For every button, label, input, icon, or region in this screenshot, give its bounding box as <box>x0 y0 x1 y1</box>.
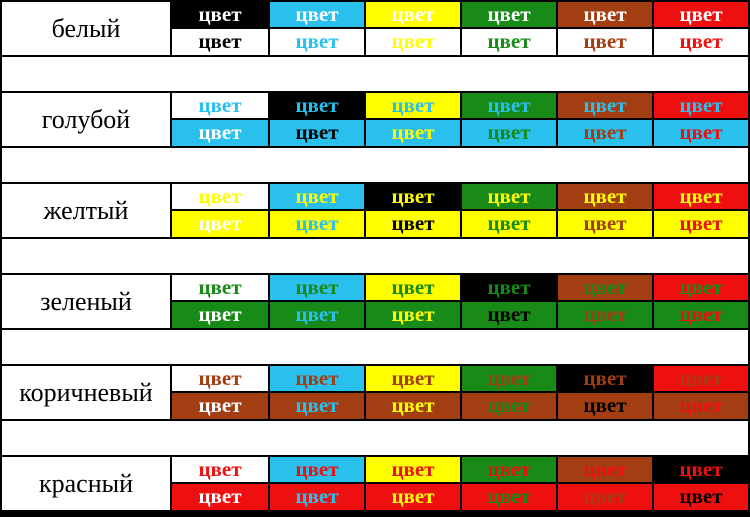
color-cell: цвет <box>364 457 460 484</box>
color-cell: цвет <box>364 119 460 146</box>
color-cell: цвет <box>364 392 460 419</box>
color-cell: цвет <box>364 28 460 55</box>
color-cell: цвет <box>652 184 748 211</box>
spacer-row <box>2 148 748 182</box>
color-cell: цвет <box>652 119 748 146</box>
color-cell: цвет <box>460 28 556 55</box>
color-cell: цвет <box>652 392 748 419</box>
color-cell: цвет <box>268 210 364 237</box>
color-cell: цвет <box>172 210 268 237</box>
color-cell: цвет <box>460 457 556 484</box>
color-group-brown: коричневый цвет цвет цвет цвет цвет цвет цвет цв… <box>2 364 748 421</box>
color-group-white: белый цвет цвет цвет цвет цвет цвет цвет цвет цве… <box>2 0 748 57</box>
color-cell: цвет <box>556 28 652 55</box>
color-cell: цвет <box>652 275 748 302</box>
color-cell: цвет <box>652 2 748 29</box>
color-cell: цвет <box>460 275 556 302</box>
color-cell: цвет <box>172 457 268 484</box>
color-cell: цвет <box>556 210 652 237</box>
color-cell: цвет <box>652 28 748 55</box>
color-cell: цвет <box>652 210 748 237</box>
color-cell: цвет <box>556 275 652 302</box>
color-cell: цвет <box>268 2 364 29</box>
group-label: красный <box>2 457 172 510</box>
group-label: голубой <box>2 93 172 146</box>
color-cell: цвет <box>556 184 652 211</box>
group-label: желтый <box>2 184 172 237</box>
color-cell: цвет <box>364 184 460 211</box>
color-cell: цвет <box>460 93 556 120</box>
color-cell: цвет <box>364 275 460 302</box>
color-cell: цвет <box>172 301 268 328</box>
color-cell: цвет <box>172 366 268 393</box>
color-cell: цвет <box>652 301 748 328</box>
color-cell: цвет <box>652 483 748 510</box>
color-cell: цвет <box>460 366 556 393</box>
color-cell: цвет <box>268 119 364 146</box>
color-cell: цвет <box>268 28 364 55</box>
color-cell: цвет <box>652 93 748 120</box>
spacer-row <box>2 239 748 273</box>
color-cell: цвет <box>556 366 652 393</box>
color-group-yellow: желтый цвет цвет цвет цвет цвет цвет цвет цвет цв… <box>2 182 748 239</box>
color-cell: цвет <box>460 392 556 419</box>
color-group-green: зеленый цвет цвет цвет цвет цвет цвет цвет цвет ц… <box>2 273 748 330</box>
color-cell: цвет <box>460 301 556 328</box>
color-cell: цвет <box>268 366 364 393</box>
color-group-cyan: голубой цвет цвет цвет цвет цвет цвет цвет цвет ц… <box>2 91 748 148</box>
color-cell: цвет <box>268 392 364 419</box>
group-label: зеленый <box>2 275 172 328</box>
color-cell: цвет <box>460 2 556 29</box>
color-group-red: красный цвет цвет цвет цвет цвет цвет цвет цвет ц… <box>2 455 748 512</box>
color-cell: цвет <box>364 93 460 120</box>
color-cell: цвет <box>556 119 652 146</box>
color-cell: цвет <box>652 457 748 484</box>
color-cell: цвет <box>172 28 268 55</box>
color-cell: цвет <box>364 210 460 237</box>
color-cell: цвет <box>364 301 460 328</box>
group-label: коричневый <box>2 366 172 419</box>
color-cell: цвет <box>460 119 556 146</box>
color-cell: цвет <box>172 184 268 211</box>
color-cell: цвет <box>268 483 364 510</box>
color-cell: цвет <box>172 483 268 510</box>
color-cell: цвет <box>364 2 460 29</box>
color-cell: цвет <box>556 2 652 29</box>
color-cell: цвет <box>460 184 556 211</box>
group-label: белый <box>2 2 172 55</box>
color-cell: цвет <box>460 210 556 237</box>
color-cell: цвет <box>364 366 460 393</box>
color-cell: цвет <box>268 301 364 328</box>
color-cell: цвет <box>172 93 268 120</box>
spacer-row <box>2 57 748 91</box>
color-cell: цвет <box>364 483 460 510</box>
color-cell: цвет <box>172 275 268 302</box>
color-cell: цвет <box>556 93 652 120</box>
color-cell: цвет <box>556 301 652 328</box>
color-cell: цвет <box>268 184 364 211</box>
color-cell: цвет <box>268 275 364 302</box>
color-cell: цвет <box>268 457 364 484</box>
spacer-row <box>2 330 748 364</box>
color-cell: цвет <box>556 457 652 484</box>
color-cell: цвет <box>460 483 556 510</box>
color-cell: цвет <box>172 392 268 419</box>
color-cell: цвет <box>556 392 652 419</box>
color-cell: цвет <box>172 119 268 146</box>
color-cell: цвет <box>268 93 364 120</box>
spacer-row <box>2 421 748 455</box>
color-cell: цвет <box>652 366 748 393</box>
color-cell: цвет <box>172 2 268 29</box>
color-cell: цвет <box>556 483 652 510</box>
